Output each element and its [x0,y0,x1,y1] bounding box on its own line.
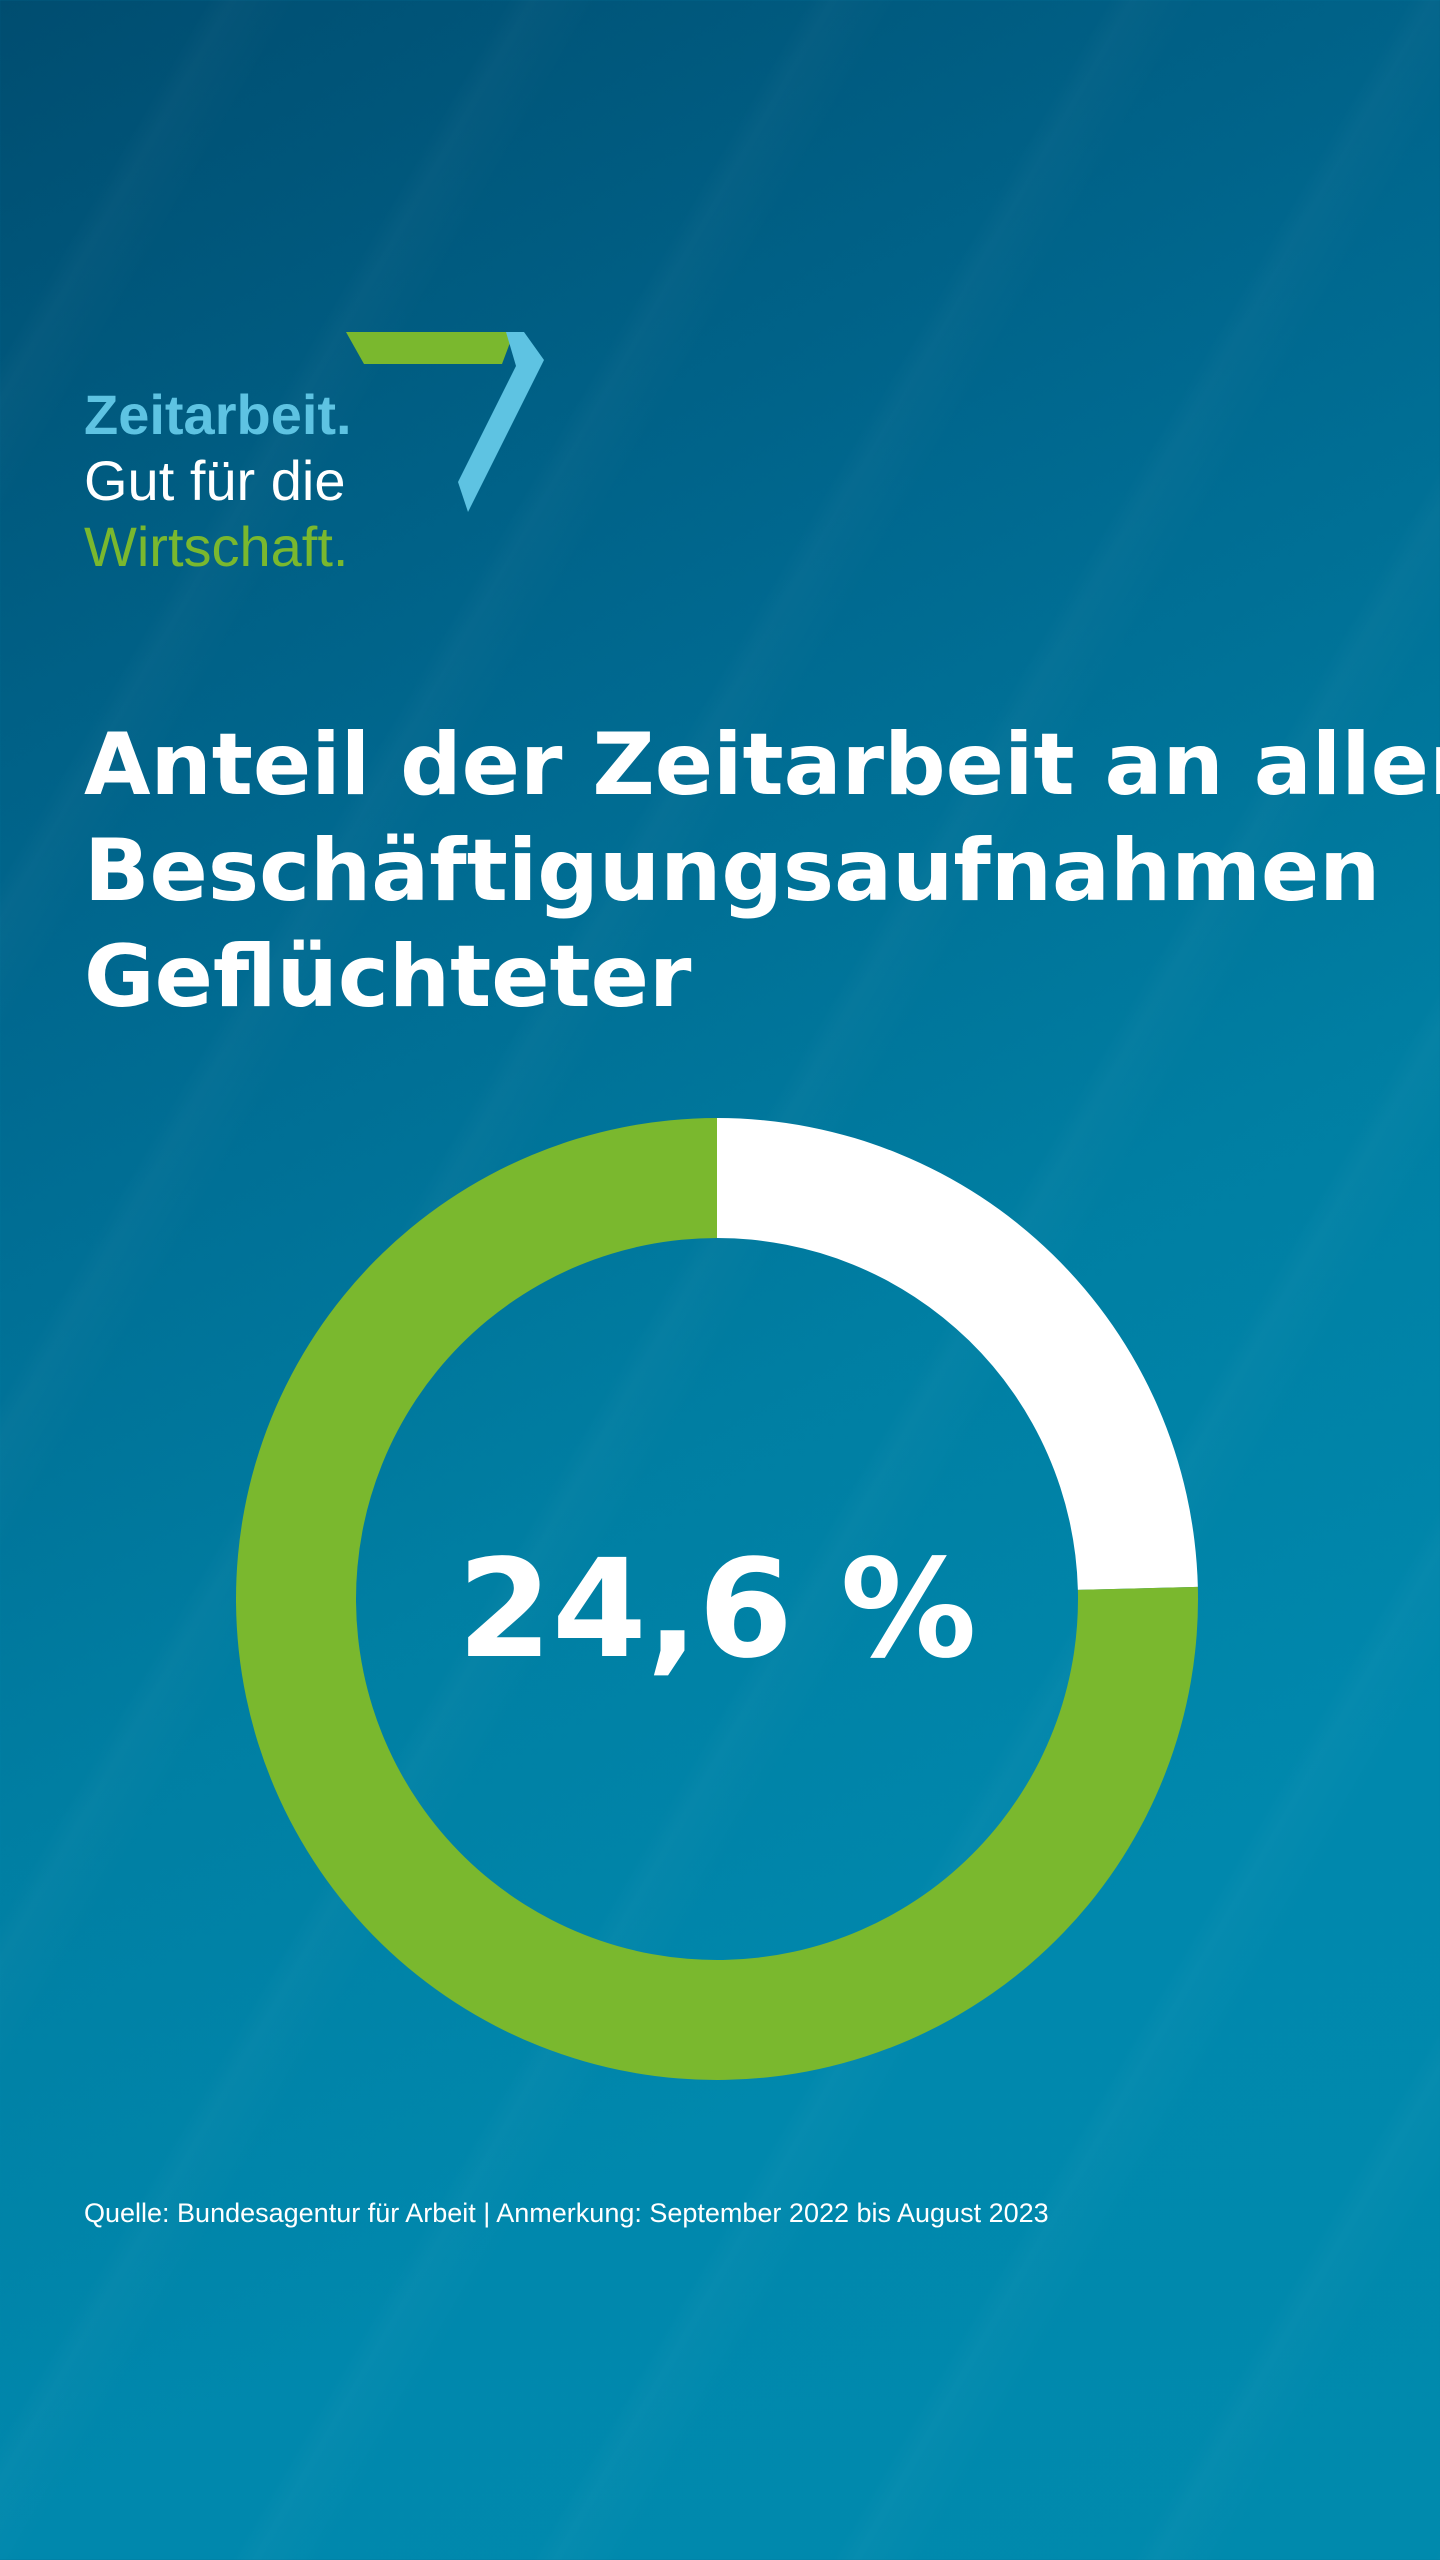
brand-logo: Zeitarbeit. Gut für die Wirtschaft. [84,330,544,590]
donut-center-value: 24,6 % [457,1531,977,1689]
donut-slice-1 [717,1118,1198,1590]
seven-logo-icon [346,332,544,512]
page-title: Anteil der Zeitarbeit an allen Beschäfti… [84,712,1440,1030]
source-note: Quelle: Bundesagentur für Arbeit | Anmer… [84,2198,1049,2228]
seven-logo-bar [346,332,514,364]
title-line-1: Anteil der Zeitarbeit an allen [84,715,1440,815]
logo-text-zeitarbeit: Zeitarbeit. [84,383,352,446]
donut-chart [236,1118,1198,2080]
title-line-3: Geflüchteter [84,927,692,1027]
logo-text-wirtschaft: Wirtschaft. [84,515,349,578]
logo-text-gut-fuer-die: Gut für die [84,449,346,512]
title-line-2: Beschäftigungsaufnahmen [84,821,1381,921]
seven-logo-stroke [458,332,544,512]
